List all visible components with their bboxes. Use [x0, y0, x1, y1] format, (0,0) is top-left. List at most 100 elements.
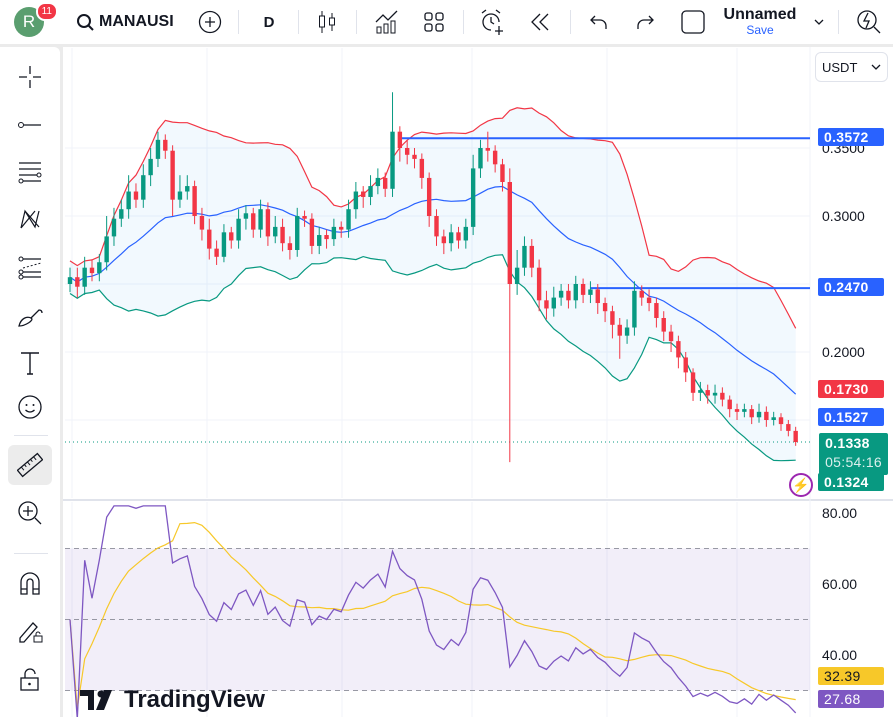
candle: [133, 191, 139, 200]
divider: [14, 435, 48, 436]
tool-ruler[interactable]: [8, 445, 52, 485]
candle: [485, 148, 491, 151]
candle: [185, 186, 190, 192]
replay-button[interactable]: [526, 0, 554, 44]
lock-drawing-icon: [19, 622, 43, 643]
tool-lock-drawing[interactable]: [8, 611, 52, 651]
candle: [632, 290, 637, 328]
rsi-tick: 40.00: [822, 647, 858, 663]
alert-button[interactable]: [477, 0, 507, 44]
candle: [309, 218, 315, 246]
candle: [778, 417, 784, 425]
layout-name-button[interactable]: Unnamed Save: [723, 6, 797, 38]
candle: [705, 390, 710, 396]
tool-fib[interactable]: [8, 151, 52, 191]
candle: [551, 297, 556, 309]
tool-magnet[interactable]: [8, 563, 52, 603]
candle: [265, 209, 271, 237]
symbol-name: MANAUSI: [99, 13, 174, 30]
indicators-button[interactable]: [372, 0, 402, 44]
candle: [155, 139, 161, 159]
hline-lower-label: 0.2470: [818, 278, 884, 296]
candle: [558, 290, 564, 298]
save-button[interactable]: Save: [746, 23, 774, 38]
pattern-icon: [20, 209, 40, 229]
candle: [522, 245, 527, 268]
candle: [536, 267, 542, 301]
magnet-icon: [20, 572, 40, 595]
candle: [617, 324, 622, 336]
fib-icon: [18, 162, 42, 184]
candle: [683, 357, 688, 373]
grid-icon: [424, 12, 444, 32]
candle: [302, 216, 307, 219]
bb-upper-line: [69, 107, 797, 329]
tool-zoom-in[interactable]: [8, 493, 52, 533]
layout-button[interactable]: [678, 0, 708, 44]
candle: [75, 277, 80, 287]
drawing-toolbar: [0, 47, 60, 717]
avatar: R 11: [14, 2, 58, 37]
tradingview-logo[interactable]: TradingView: [80, 686, 265, 714]
last-price-label: 0.1338 05:54:16: [819, 433, 888, 475]
candle: [273, 226, 278, 237]
price-tick: 0.2000: [822, 344, 865, 360]
candle: [236, 218, 241, 241]
tool-text[interactable]: [8, 343, 52, 383]
layout-menu-button[interactable]: [808, 0, 830, 44]
bb-lower-line: [69, 254, 796, 462]
tool-pattern[interactable]: [8, 199, 52, 239]
candle: [720, 392, 725, 400]
compare-symbol-button[interactable]: [196, 0, 224, 44]
rewind-icon: [531, 13, 549, 31]
tool-emoji[interactable]: [8, 387, 52, 427]
candle: [639, 290, 644, 298]
templates-button[interactable]: [420, 0, 448, 44]
top-toolbar: R 11 MANAUSI D Unnamed Save: [0, 0, 893, 44]
candle: [170, 150, 175, 200]
candle: [544, 300, 549, 309]
tool-unlock[interactable]: [8, 659, 52, 699]
interval-button[interactable]: D: [263, 13, 275, 31]
currency-select[interactable]: USDT: [815, 52, 888, 82]
tool-brush[interactable]: [8, 295, 52, 335]
ruler-icon: [17, 452, 43, 478]
quick-search-button[interactable]: [852, 0, 886, 44]
candle: [507, 182, 512, 284]
candle: [89, 267, 95, 274]
tool-forecast[interactable]: [8, 247, 52, 287]
candle: [727, 399, 732, 410]
candle: [97, 262, 102, 274]
candle: [192, 186, 197, 216]
undo-button[interactable]: [585, 0, 613, 44]
candle: [177, 191, 183, 200]
candle: [786, 424, 791, 431]
candle: [119, 209, 124, 219]
candle: [668, 331, 674, 342]
chart-type-button[interactable]: [313, 0, 341, 44]
symbol-search-button[interactable]: MANAUSI: [76, 0, 180, 44]
candle: [111, 218, 117, 237]
candle: [163, 139, 168, 151]
candle: [771, 417, 776, 420]
redo-icon: [637, 15, 654, 29]
tool-trend-line[interactable]: [8, 105, 52, 145]
candle: [295, 216, 300, 250]
candle: [404, 148, 410, 155]
user-avatar-button[interactable]: R 11: [12, 0, 58, 44]
candle: [353, 191, 359, 210]
zoom-in-icon: [18, 501, 42, 525]
candle: [382, 177, 388, 189]
bar-countdown: 05:54:16: [825, 454, 882, 470]
price-tick: 0.3000: [822, 208, 865, 224]
tool-crosshair[interactable]: [8, 57, 52, 97]
candle: [331, 226, 337, 240]
candle: [734, 409, 740, 412]
redo-button[interactable]: [631, 0, 659, 44]
candle: [368, 186, 373, 197]
lightning-event-icon[interactable]: ⚡: [789, 473, 813, 497]
candle: [793, 430, 798, 443]
candle: [764, 411, 769, 420]
rsi-ma-label: 32.39: [818, 667, 884, 685]
